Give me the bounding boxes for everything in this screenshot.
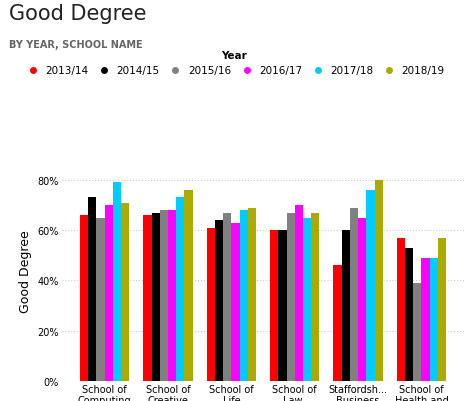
Bar — [207, 228, 215, 381]
Bar — [143, 215, 152, 381]
Bar — [215, 221, 223, 381]
Bar — [350, 208, 358, 381]
Bar — [231, 223, 240, 381]
Bar — [105, 205, 113, 381]
Text: Good Degree: Good Degree — [9, 4, 147, 24]
Bar — [311, 213, 319, 381]
Y-axis label: Good Degree: Good Degree — [19, 229, 32, 312]
Bar — [286, 213, 295, 381]
Bar — [168, 211, 176, 381]
Legend: 2013/14, 2014/15, 2015/16, 2016/17, 2017/18, 2018/19: 2013/14, 2014/15, 2015/16, 2016/17, 2017… — [22, 51, 445, 76]
Bar — [397, 238, 405, 381]
Bar — [270, 231, 278, 381]
Bar — [405, 248, 413, 381]
Bar — [176, 198, 184, 381]
Text: BY YEAR, SCHOOL NAME: BY YEAR, SCHOOL NAME — [9, 40, 143, 50]
Bar — [295, 205, 303, 381]
Bar — [278, 231, 286, 381]
Bar — [374, 180, 383, 381]
Bar — [80, 215, 88, 381]
Bar — [113, 183, 121, 381]
Bar — [421, 258, 430, 381]
Bar — [152, 213, 160, 381]
Bar — [438, 238, 446, 381]
Bar — [413, 283, 421, 381]
Bar — [223, 213, 231, 381]
Bar — [96, 218, 105, 381]
Bar — [303, 218, 311, 381]
Bar — [248, 208, 256, 381]
Bar — [358, 218, 366, 381]
Bar — [366, 190, 374, 381]
Bar — [88, 198, 96, 381]
Bar — [160, 211, 168, 381]
Bar — [333, 265, 342, 381]
Bar — [121, 203, 129, 381]
Bar — [240, 211, 248, 381]
Bar — [342, 231, 350, 381]
Bar — [430, 258, 438, 381]
Bar — [184, 190, 193, 381]
